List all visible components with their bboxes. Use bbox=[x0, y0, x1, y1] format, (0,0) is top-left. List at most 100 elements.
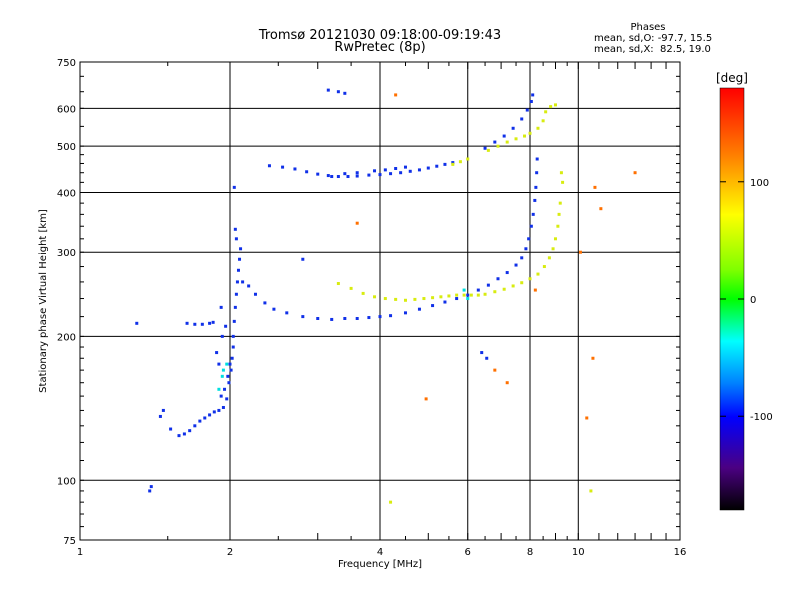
data-point bbox=[493, 140, 497, 144]
data-point bbox=[326, 174, 330, 178]
colorbar-tick-label: 0 bbox=[750, 295, 756, 306]
data-point bbox=[455, 293, 459, 297]
y-axis-label: Stationary phase Virtual Height [km] bbox=[38, 209, 49, 393]
data-point bbox=[233, 227, 237, 231]
data-point bbox=[520, 117, 524, 121]
data-point bbox=[208, 321, 212, 325]
data-point bbox=[229, 368, 233, 372]
data-point bbox=[219, 305, 223, 309]
data-point bbox=[394, 297, 398, 301]
data-point bbox=[378, 315, 382, 319]
data-point bbox=[591, 356, 595, 360]
x-tick-label: 1 bbox=[77, 547, 83, 558]
data-point bbox=[514, 137, 518, 141]
data-point bbox=[211, 320, 215, 324]
data-point bbox=[578, 250, 582, 254]
data-point bbox=[413, 297, 417, 301]
data-point bbox=[505, 140, 509, 144]
data-point bbox=[511, 126, 515, 130]
data-point bbox=[193, 424, 197, 428]
data-point bbox=[241, 280, 245, 284]
data-point bbox=[514, 263, 518, 267]
data-point bbox=[547, 256, 551, 260]
data-point bbox=[221, 405, 225, 409]
y-tick-labels: 75 100 200 300 400 500 600 750 bbox=[57, 58, 76, 547]
data-point bbox=[531, 93, 535, 97]
x-axis-label: Frequency [MHz] bbox=[338, 559, 422, 570]
data-point bbox=[531, 212, 535, 216]
data-point bbox=[355, 171, 359, 175]
data-point bbox=[633, 171, 637, 175]
data-point bbox=[528, 131, 532, 135]
data-point bbox=[343, 316, 347, 320]
data-point bbox=[480, 351, 484, 355]
data-point bbox=[234, 237, 238, 241]
y-tick-label: 600 bbox=[57, 104, 76, 115]
data-point bbox=[232, 185, 236, 189]
data-point bbox=[523, 134, 527, 138]
data-point bbox=[520, 256, 524, 260]
data-point bbox=[493, 290, 497, 294]
data-point bbox=[212, 410, 216, 414]
data-point bbox=[219, 394, 223, 398]
data-point bbox=[217, 362, 221, 366]
data-point bbox=[232, 319, 236, 323]
data-point bbox=[599, 207, 603, 211]
data-point bbox=[486, 148, 490, 152]
stats-o-mode: mean, sd,O: -97.7, 15.5 bbox=[594, 33, 713, 44]
data-point bbox=[215, 351, 219, 355]
data-point bbox=[203, 416, 207, 420]
data-point bbox=[422, 297, 426, 301]
stats-x-mode: mean, sd,X: 82.5, 19.0 bbox=[594, 44, 711, 55]
data-point bbox=[443, 162, 447, 166]
data-point bbox=[285, 311, 289, 315]
data-point bbox=[403, 311, 407, 315]
data-point bbox=[485, 356, 489, 360]
data-point bbox=[193, 322, 197, 326]
data-point bbox=[502, 287, 506, 291]
data-point bbox=[177, 434, 181, 438]
data-point bbox=[426, 166, 430, 170]
y-tick-label: 100 bbox=[57, 476, 76, 487]
data-point bbox=[135, 321, 139, 325]
data-point bbox=[455, 297, 459, 301]
y-tick-label: 500 bbox=[57, 142, 76, 153]
data-point bbox=[435, 164, 439, 168]
x-tick-label: 2 bbox=[227, 547, 233, 558]
data-point bbox=[417, 307, 421, 311]
data-point bbox=[301, 257, 305, 261]
data-point bbox=[383, 168, 387, 172]
chart-title: Tromsø 20121030 09:18:00-09:19:43 bbox=[258, 28, 502, 43]
data-point bbox=[551, 247, 555, 251]
data-point bbox=[343, 91, 347, 95]
data-point bbox=[224, 324, 228, 328]
colorbar-tick-label: -100 bbox=[750, 412, 773, 423]
chart-subtitle: RwPretec (8p) bbox=[334, 40, 426, 55]
data-point bbox=[549, 105, 553, 109]
data-point bbox=[462, 288, 466, 292]
data-point bbox=[272, 307, 276, 311]
data-point bbox=[228, 362, 232, 366]
data-point bbox=[544, 110, 548, 114]
data-point bbox=[533, 198, 537, 202]
data-point bbox=[227, 381, 231, 385]
x-tick-label: 10 bbox=[572, 547, 585, 558]
data-point bbox=[253, 292, 257, 296]
data-point bbox=[355, 316, 359, 320]
data-point bbox=[417, 168, 421, 172]
data-point bbox=[589, 489, 593, 493]
x-tick-label: 4 bbox=[377, 547, 383, 558]
colorbar-tick-label: 100 bbox=[750, 178, 769, 189]
data-point bbox=[585, 416, 589, 420]
y-tick-label: 300 bbox=[57, 248, 76, 259]
data-point bbox=[553, 237, 557, 241]
data-point bbox=[161, 408, 165, 412]
data-point bbox=[476, 293, 480, 297]
data-point bbox=[502, 134, 506, 138]
data-point bbox=[221, 368, 225, 372]
data-point bbox=[439, 295, 443, 299]
data-point bbox=[361, 291, 365, 295]
data-point bbox=[217, 387, 221, 391]
data-point bbox=[403, 298, 407, 302]
data-point bbox=[383, 297, 387, 301]
